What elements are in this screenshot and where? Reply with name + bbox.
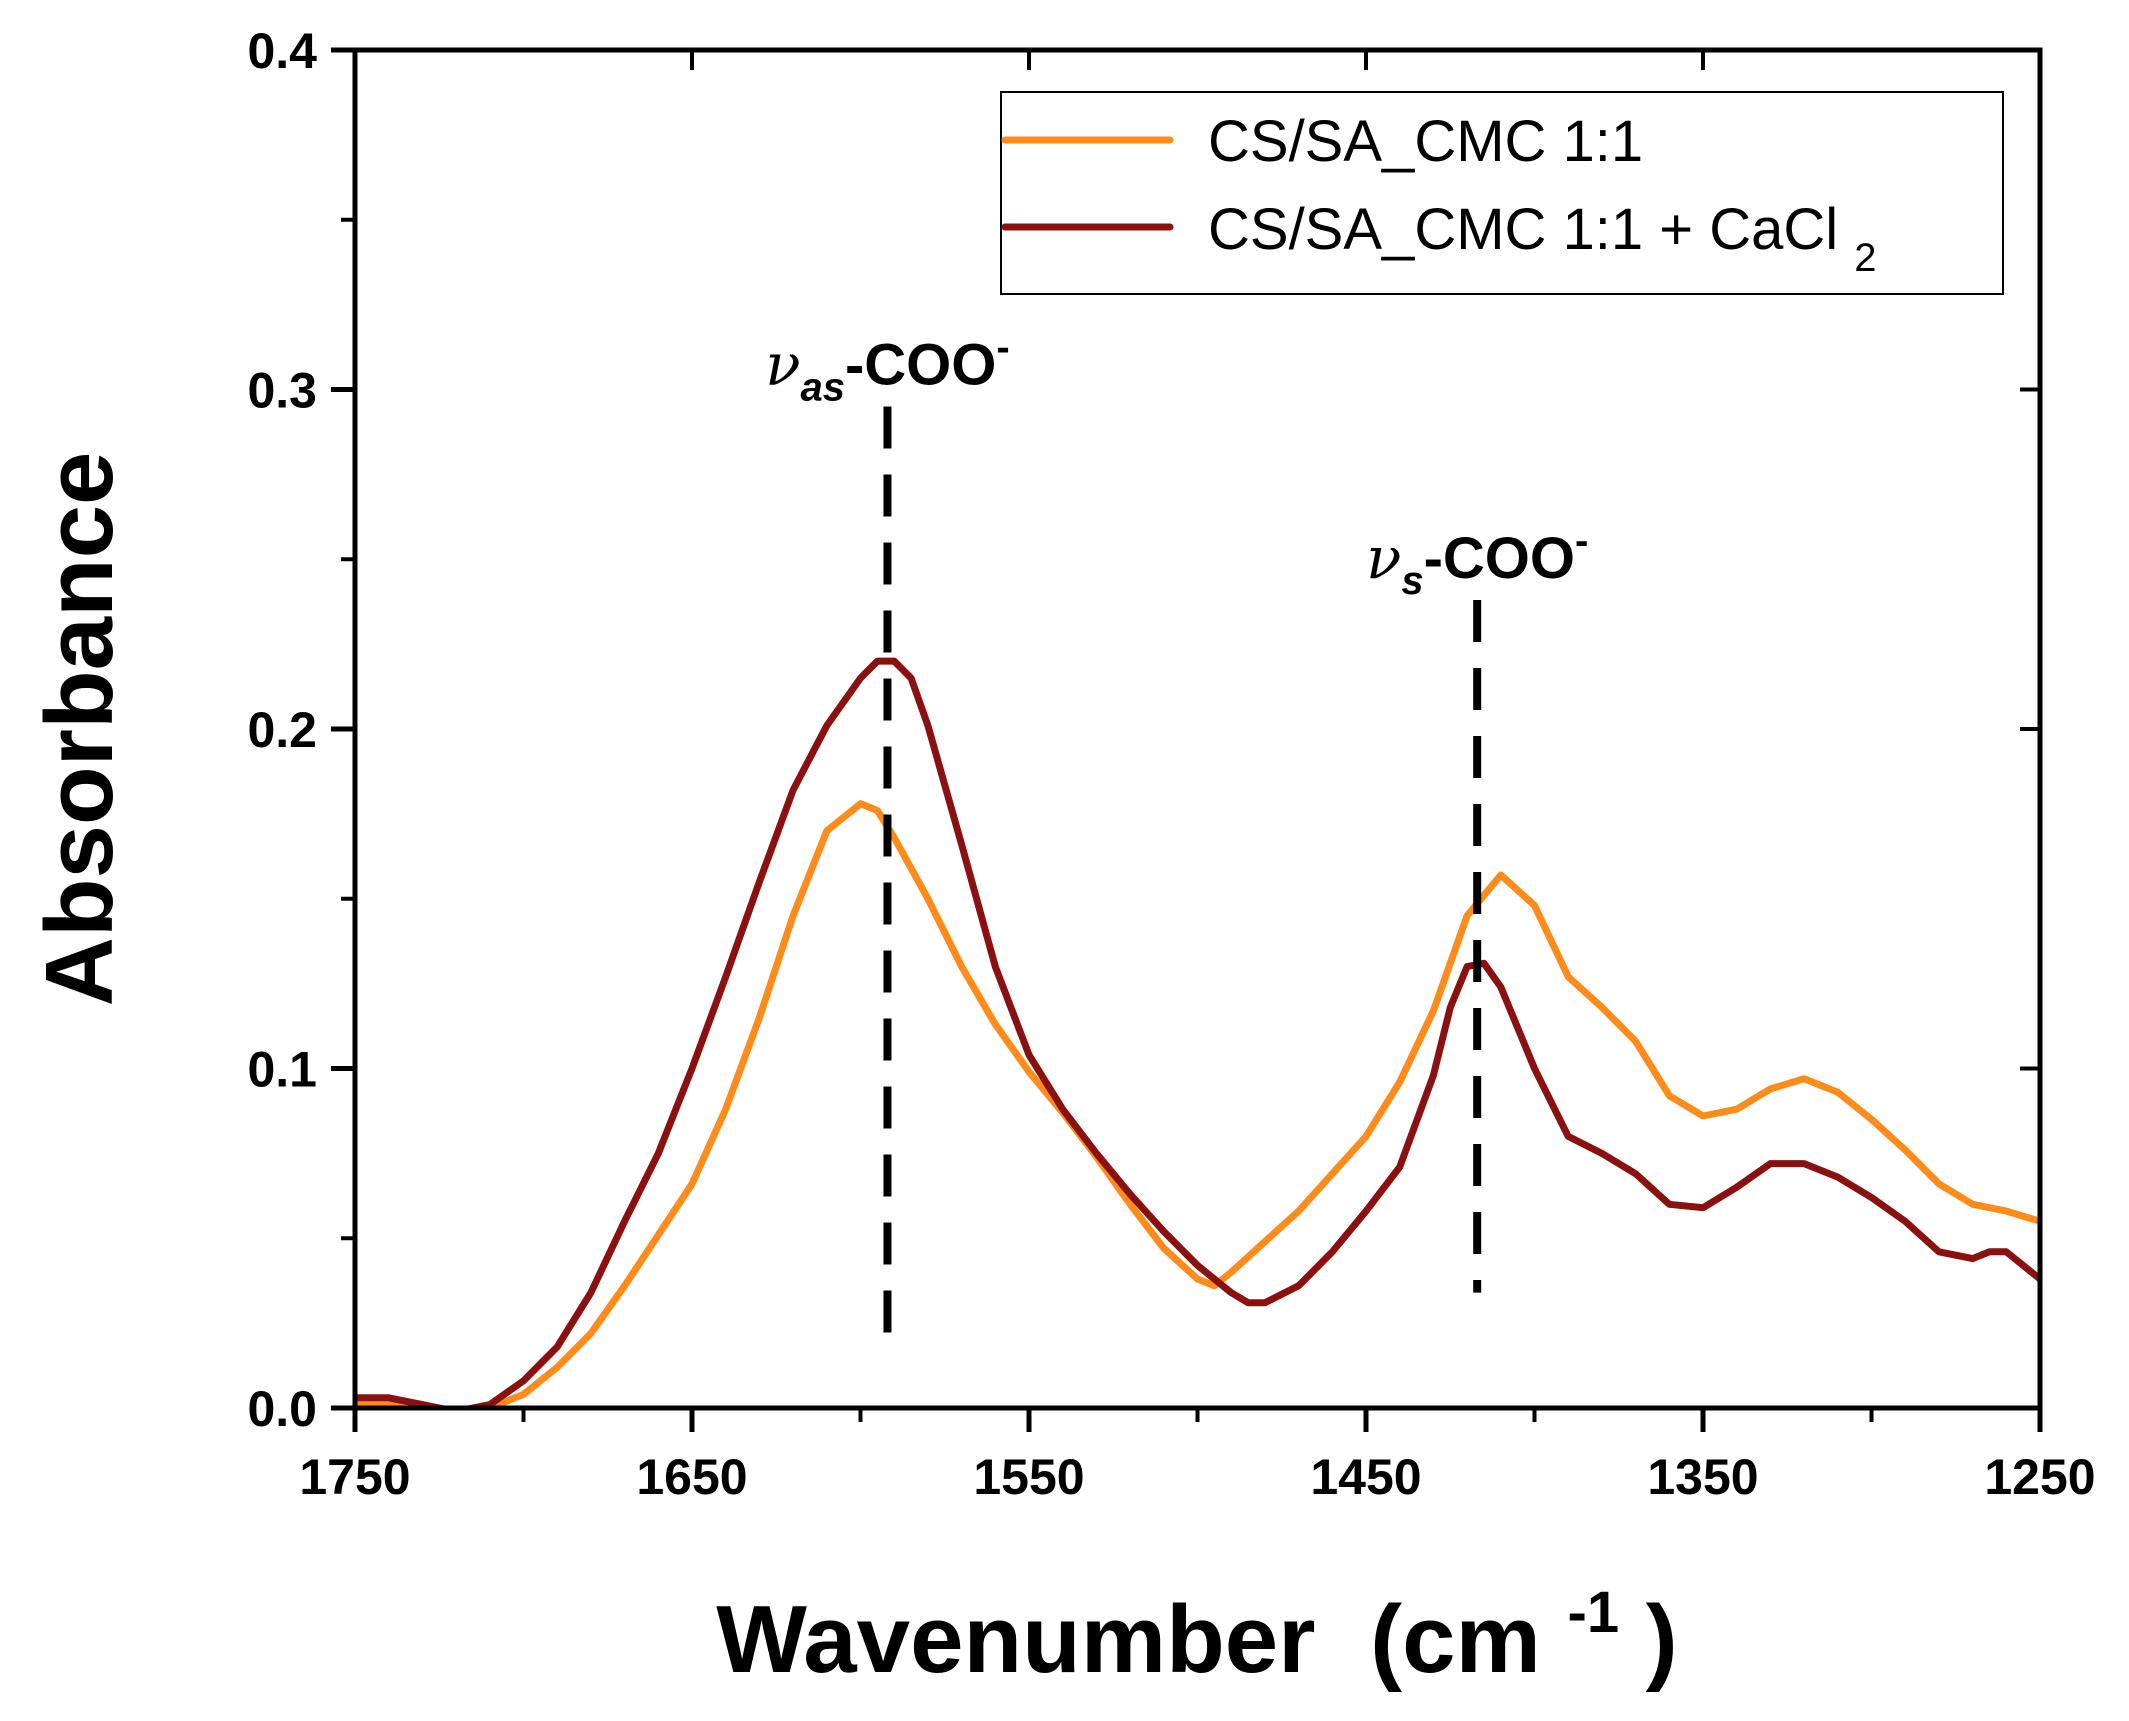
x-axis-title-unit-close: ): [1646, 1586, 1678, 1693]
x-axis-title-unit-exponent: -1: [1568, 1580, 1620, 1645]
x-tick-label: 1750: [299, 1449, 410, 1505]
y-tick-label: 0.4: [247, 23, 317, 79]
x-tick-label: 1450: [1310, 1449, 1421, 1505]
series-line-2: [355, 657, 2040, 1408]
x-axis-title-unit: (cm: [1370, 1586, 1541, 1693]
annotation-label-vas: νas-COO-: [765, 325, 1010, 409]
x-tick-label: 1650: [636, 1449, 747, 1505]
annotation-subscript: s: [1401, 559, 1423, 603]
annotation-label-vs: νs-COO-: [1366, 519, 1588, 603]
annotation-text: -COO: [845, 332, 996, 397]
y-tick-label: 0.0: [247, 1381, 317, 1437]
annotation-superscript: -: [1575, 519, 1588, 563]
legend-box: [1000, 91, 2004, 295]
x-tick-label: 1550: [973, 1449, 1084, 1505]
annotation-symbol: ν: [1366, 524, 1401, 592]
y-axis-title: Absorbance: [26, 452, 133, 1007]
legend: CS/SA_CMC 1:1 CS/SA_CMC 1:1 + CaCl 2: [1000, 91, 2004, 295]
annotation-superscript: -: [996, 325, 1009, 369]
y-tick-label: 0.3: [247, 363, 317, 419]
x-axis-title-main: Wavenumber: [716, 1586, 1315, 1693]
x-tick-label: 1350: [1647, 1449, 1758, 1505]
legend-label-series-2: CS/SA_CMC 1:1 + CaCl 2: [1208, 197, 1877, 280]
x-axis-title: Wavenumber (cm -1 ): [716, 1546, 1678, 1693]
x-tick-label: 1250: [1984, 1449, 2095, 1505]
annotation-subscript: as: [800, 365, 845, 409]
legend-label-series-2-main: CS/SA_CMC 1:1 + CaCl: [1208, 197, 1838, 262]
annotation-text: -COO: [1424, 526, 1575, 591]
legend-label-series-1: CS/SA_CMC 1:1: [1208, 109, 1643, 174]
y-tick-label: 0.1: [247, 1042, 317, 1098]
legend-label-series-2-subscript: 2: [1854, 236, 1876, 280]
annotation-symbol: ν: [765, 330, 800, 398]
y-tick-label: 0.2: [247, 702, 317, 758]
series-line-1: [355, 800, 2040, 1408]
